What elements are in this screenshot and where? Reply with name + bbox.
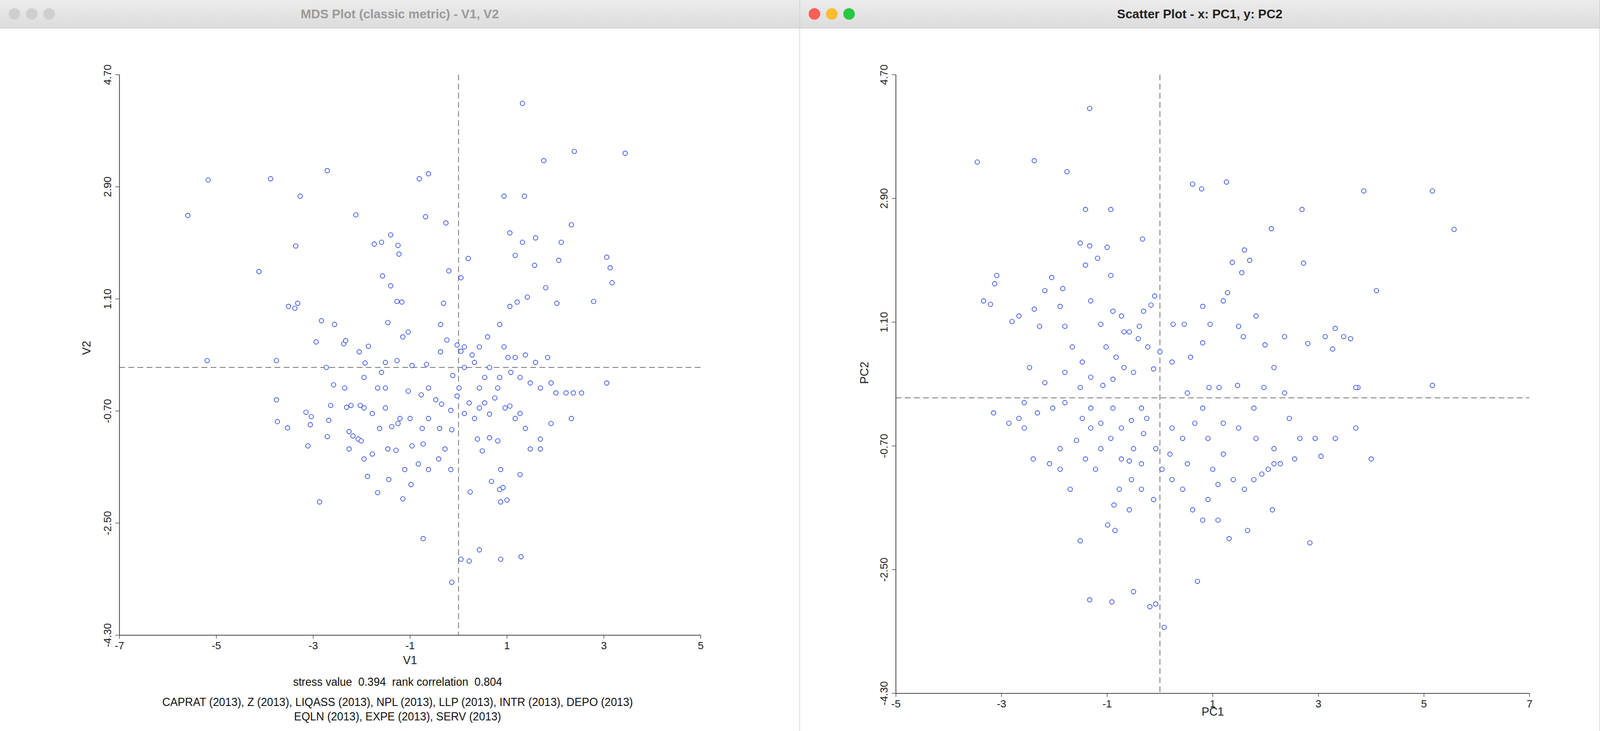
svg-text:-5: -5: [211, 639, 222, 652]
svg-text:-1: -1: [405, 639, 416, 652]
svg-text:3: 3: [1315, 698, 1321, 711]
html-text:MDS Plot (classic metric) - V1: MDS Plot (classic metric) - V1, V2: [300, 6, 499, 22]
svg-text:-3: -3: [308, 639, 318, 652]
svg-text:7: 7: [1526, 698, 1533, 711]
svg-text:1: 1: [504, 639, 510, 652]
svg-text:-4.30: -4.30: [101, 623, 114, 648]
svg-text:-4.30: -4.30: [877, 681, 890, 706]
svg-text:V2: V2: [79, 341, 93, 356]
svg-text:4.70: 4.70: [101, 64, 114, 86]
html-text:stress value 0.394 rank correl: stress value 0.394 rank correlation 0.80…: [293, 675, 503, 689]
svg-text:-0.70: -0.70: [877, 433, 890, 458]
svg-text:PC2: PC2: [857, 361, 871, 385]
svg-text:1: 1: [1209, 698, 1216, 711]
svg-text:5: 5: [1421, 698, 1427, 711]
html-text:EQLN (2013), EXPE (2013), SERV: EQLN (2013), EXPE (2013), SERV (2013): [294, 710, 502, 724]
html-text:Scatter Plot - x: PC1, y: PC2: Scatter Plot - x: PC1, y: PC2: [1117, 6, 1283, 22]
svg-text:4.70: 4.70: [877, 64, 890, 86]
svg-text:-2.50: -2.50: [101, 511, 114, 536]
svg-text:PC1: PC1: [1201, 705, 1225, 719]
svg-text:3: 3: [600, 639, 607, 652]
svg-text:-5: -5: [891, 698, 902, 711]
svg-text:-7: -7: [114, 639, 125, 652]
svg-text:-3: -3: [996, 698, 1007, 711]
svg-text:2.90: 2.90: [877, 188, 890, 209]
svg-text:1.10: 1.10: [101, 288, 114, 310]
svg-text:5: 5: [698, 639, 704, 652]
svg-text:V1: V1: [403, 653, 418, 667]
svg-text:-2.50: -2.50: [877, 557, 890, 582]
svg-text:-0.70: -0.70: [101, 399, 114, 424]
html-text:CAPRAT (2013), Z (2013), LIQAS: CAPRAT (2013), Z (2013), LIQASS (2013), …: [162, 696, 633, 709]
svg-text:2.90: 2.90: [101, 176, 114, 198]
svg-text:-1: -1: [1102, 698, 1113, 711]
svg-text:1.10: 1.10: [877, 312, 890, 333]
